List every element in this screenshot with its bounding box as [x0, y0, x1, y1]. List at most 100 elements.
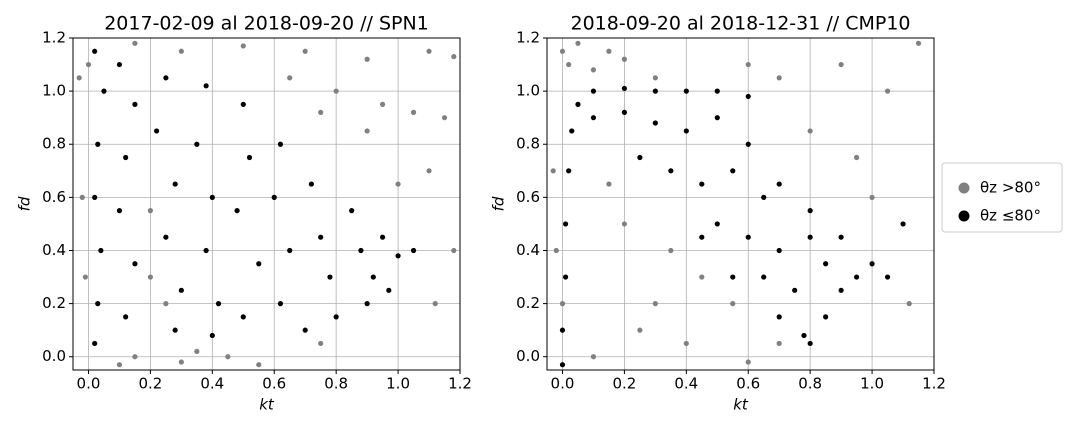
point — [234, 208, 240, 214]
point — [621, 109, 628, 115]
point — [566, 168, 572, 174]
point — [318, 234, 324, 240]
y-tick-label: 0.8 — [516, 135, 540, 153]
y-tick-label: 1.0 — [42, 82, 66, 100]
point — [838, 61, 844, 68]
x-axis-label: kt — [733, 396, 749, 414]
point — [637, 327, 643, 333]
point — [884, 88, 891, 94]
point — [82, 274, 88, 280]
point — [302, 327, 308, 333]
point — [85, 61, 92, 68]
point — [327, 274, 333, 280]
point — [380, 101, 386, 107]
point — [652, 120, 658, 126]
point — [364, 128, 370, 134]
point — [869, 261, 875, 267]
point — [246, 154, 253, 161]
y-tick-label: 0.4 — [516, 241, 540, 259]
point — [203, 83, 209, 89]
point — [240, 101, 246, 107]
point — [194, 348, 200, 355]
point — [884, 274, 891, 280]
y-tick-label: 0.0 — [516, 347, 540, 365]
point — [683, 128, 689, 134]
point — [380, 234, 386, 240]
point — [172, 181, 178, 187]
point — [116, 61, 123, 68]
point — [101, 88, 107, 94]
point — [776, 340, 782, 347]
point — [801, 332, 807, 339]
series — [550, 40, 922, 365]
y-axis-label: fd — [16, 196, 34, 211]
point — [395, 253, 401, 259]
point — [590, 354, 597, 360]
point — [92, 48, 98, 54]
x-tick-label: 1.2 — [448, 375, 472, 393]
series — [559, 85, 906, 368]
point — [163, 75, 169, 81]
point — [838, 287, 844, 293]
legend-marker — [958, 182, 970, 194]
point — [776, 181, 782, 187]
point — [426, 48, 432, 54]
point — [370, 274, 376, 280]
y-tick-label: 0.6 — [42, 188, 66, 206]
point — [668, 247, 674, 254]
point — [745, 234, 751, 240]
point — [308, 181, 314, 187]
point — [178, 359, 184, 365]
point — [395, 181, 401, 187]
point — [225, 354, 231, 360]
point — [761, 274, 767, 280]
point — [683, 340, 689, 347]
point — [606, 181, 612, 187]
point — [559, 362, 566, 368]
point — [287, 247, 293, 254]
point — [318, 340, 324, 347]
point — [807, 208, 813, 214]
point — [163, 301, 169, 307]
legend-label: θz >80° — [980, 179, 1041, 197]
chart-title: 2017-02-09 al 2018-09-20 // SPN1 — [104, 13, 429, 35]
x-tick-label: 0.4 — [200, 375, 224, 393]
point — [745, 141, 751, 147]
point — [559, 48, 566, 54]
series — [76, 40, 457, 368]
y-tick-label: 0.0 — [42, 347, 66, 365]
point — [838, 234, 844, 240]
point — [163, 234, 169, 240]
x-tick-label: 0.0 — [77, 375, 101, 393]
point — [147, 208, 153, 214]
point — [869, 194, 875, 200]
legend-label: θz ≤80° — [980, 207, 1041, 225]
point — [116, 362, 123, 368]
point — [745, 61, 751, 68]
point — [714, 221, 720, 227]
point — [358, 247, 364, 254]
point — [683, 88, 689, 94]
point — [178, 287, 184, 293]
point — [410, 247, 417, 254]
point — [562, 221, 569, 227]
point — [79, 194, 85, 200]
y-tick-label: 1.0 — [516, 82, 540, 100]
y-tick-label: 0.8 — [42, 135, 66, 153]
point — [714, 88, 720, 94]
point — [240, 43, 246, 49]
y-tick-label: 0.6 — [516, 188, 540, 206]
point — [553, 247, 559, 254]
point — [606, 48, 612, 54]
point — [92, 194, 98, 200]
point — [364, 56, 370, 62]
point — [95, 301, 101, 307]
point — [277, 301, 284, 307]
point — [730, 168, 736, 174]
point — [761, 194, 767, 200]
point — [730, 274, 736, 280]
point — [215, 301, 222, 307]
point — [823, 261, 829, 267]
point — [132, 40, 138, 46]
point — [745, 93, 751, 100]
